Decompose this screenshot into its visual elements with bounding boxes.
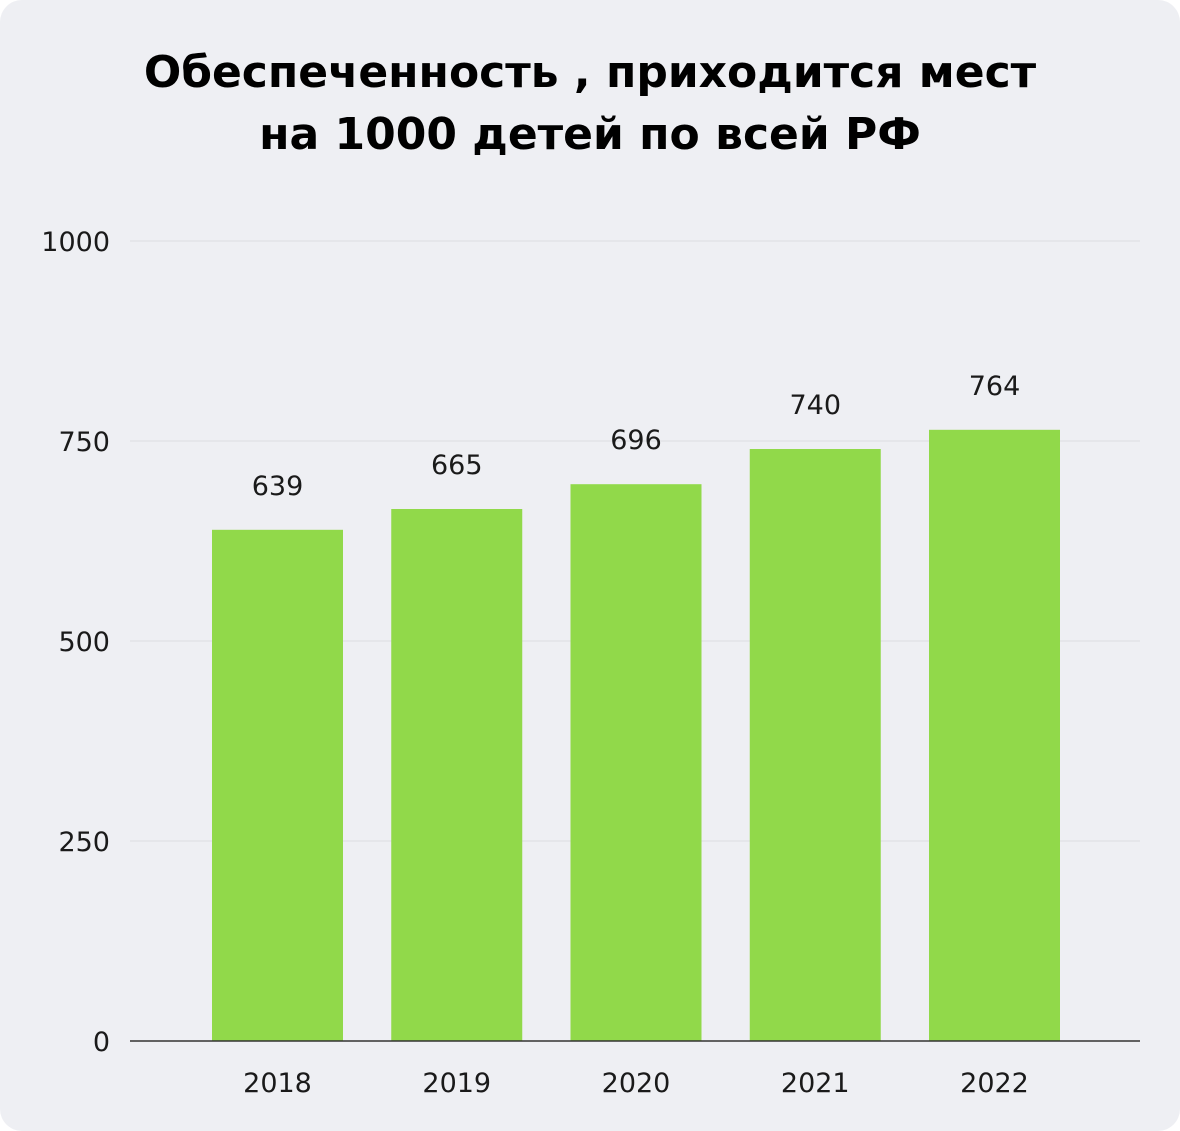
- data-label-2020: 696: [610, 425, 662, 456]
- x-tick-label-2018: 2018: [243, 1068, 312, 1099]
- y-tick-label-250: 250: [58, 827, 110, 858]
- y-tick-label-750: 750: [58, 427, 110, 458]
- data-label-2019: 665: [431, 450, 483, 481]
- chart-title: Обеспеченность , приходится мест на 1000…: [40, 42, 1140, 166]
- x-tick-label-2020: 2020: [602, 1068, 671, 1099]
- chart-title-line-2: на 1000 детей по всей РФ: [259, 109, 921, 160]
- chart-title-line-1: Обеспеченность , приходится мест: [143, 47, 1037, 98]
- x-tick-label-2019: 2019: [422, 1068, 491, 1099]
- bar-2021: [749, 449, 881, 1041]
- y-tick-label-0: 0: [93, 1027, 110, 1058]
- bar-2020: [570, 484, 702, 1041]
- x-tick-label-2021: 2021: [781, 1068, 850, 1099]
- y-tick-label-500: 500: [58, 627, 110, 658]
- data-label-2021: 740: [789, 390, 841, 421]
- x-tick-label-2022: 2022: [960, 1068, 1029, 1099]
- y-tick-label-1000: 1000: [41, 227, 110, 258]
- bar-2018: [212, 529, 343, 1041]
- bar-2022: [929, 429, 1060, 1041]
- data-label-2022: 764: [969, 371, 1021, 402]
- bar-2019: [391, 509, 523, 1041]
- data-label-2018: 639: [252, 471, 304, 502]
